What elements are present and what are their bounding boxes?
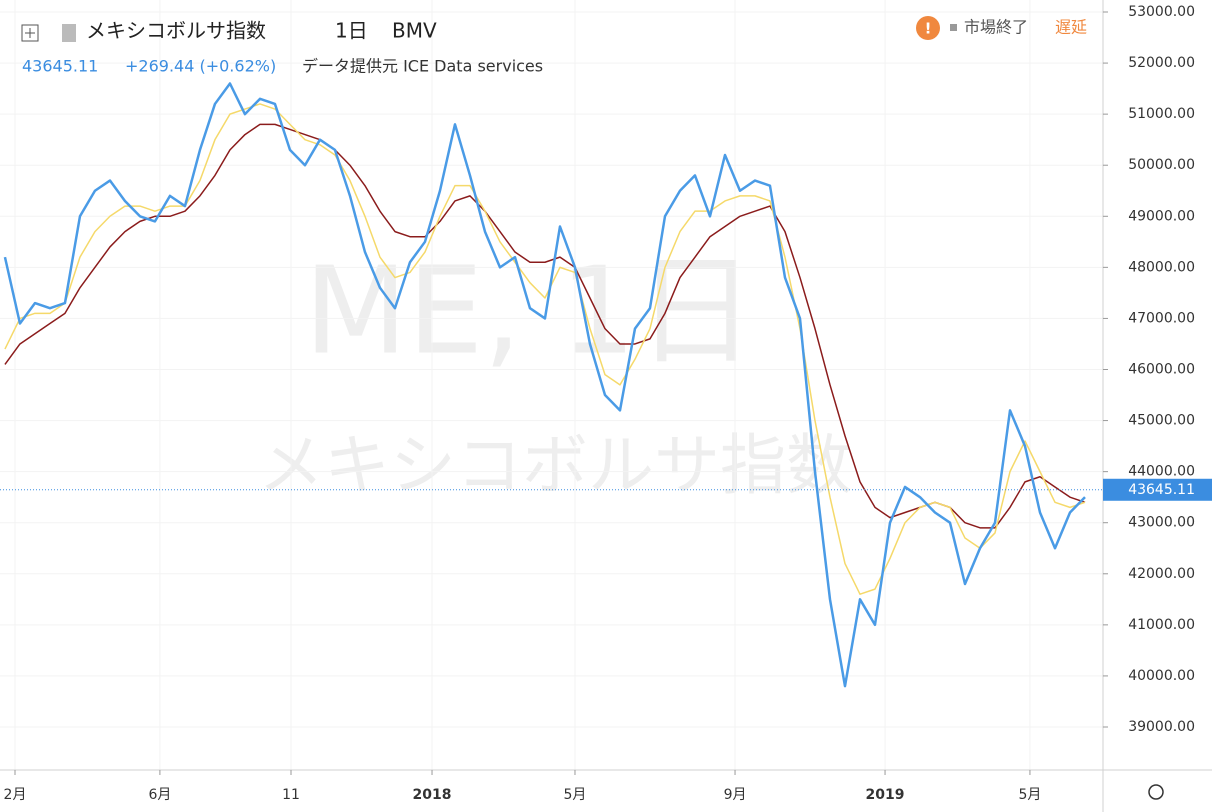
x-tick-label: 5月: [1018, 787, 1041, 803]
status: 市場終了: [964, 18, 1028, 37]
x-tick-label: 5月: [564, 787, 587, 803]
watermark-name: メキシコボルサ指数: [258, 427, 852, 504]
series-line: [3, 82, 1086, 688]
icon: [62, 24, 76, 42]
warning-icon-text: !: [925, 20, 932, 38]
y-tick-label: 53000.00: [1128, 4, 1195, 20]
header: メキシコボルサ指数 1日 BMV 43645.11 +269.44 (+0.62…: [21, 16, 1087, 76]
y-tick-label: 52000.00: [1128, 55, 1195, 71]
last-price: 43645.11: [22, 57, 98, 76]
y-tick-label: 39000.00: [1128, 719, 1195, 735]
y-tick-label: 46000.00: [1128, 361, 1195, 377]
y-tick-label: 42000.00: [1128, 566, 1195, 582]
y-tick-label: 41000.00: [1128, 617, 1195, 633]
y-tick-label: 40000.00: [1128, 668, 1195, 684]
y-tick-label: 49000.00: [1128, 208, 1195, 224]
last-price-tag: [1103, 478, 1212, 501]
watermark-symbol: ME, 1日: [304, 243, 756, 382]
y-tick-label: 43000.00: [1128, 515, 1195, 531]
y-tick-label: 47000.00: [1128, 310, 1195, 326]
x-tick-label: 2月: [4, 787, 27, 803]
x-tick-label: 2018: [413, 787, 452, 803]
settings-icon[interactable]: [1148, 784, 1164, 800]
x-tick-label: 2019: [866, 787, 905, 803]
y-tick-label: 44000.00: [1128, 464, 1195, 480]
plot: [0, 0, 1103, 770]
y-tick-label: 48000.00: [1128, 259, 1195, 275]
y-tick-label: 51000.00: [1128, 106, 1195, 122]
last-price-tag-label: 43645.11: [1128, 482, 1195, 498]
status-dot: [950, 24, 957, 31]
icon: [21, 24, 39, 42]
y-tick-label: 50000.00: [1128, 157, 1195, 173]
warning-icon[interactable]: [916, 16, 940, 40]
source: データ提供元 ICE Data services: [302, 57, 543, 76]
x-tick-label: 11: [282, 787, 300, 803]
exchange: BMV: [392, 19, 437, 43]
interval: 1日: [335, 19, 368, 43]
delay: 遅延: [1055, 18, 1087, 37]
title: メキシコボルサ指数: [86, 19, 266, 43]
change: +269.44 (+0.62%): [125, 57, 276, 76]
y-tick-label: 45000.00: [1128, 413, 1195, 429]
series-line: [4, 123, 1086, 529]
x-tick-label: 9月: [724, 787, 747, 803]
x-tick-label: 6月: [148, 787, 171, 803]
axes: 39000.00 40000.00 41000.00 42000.00 43000.00…: [4, 4, 1212, 803]
